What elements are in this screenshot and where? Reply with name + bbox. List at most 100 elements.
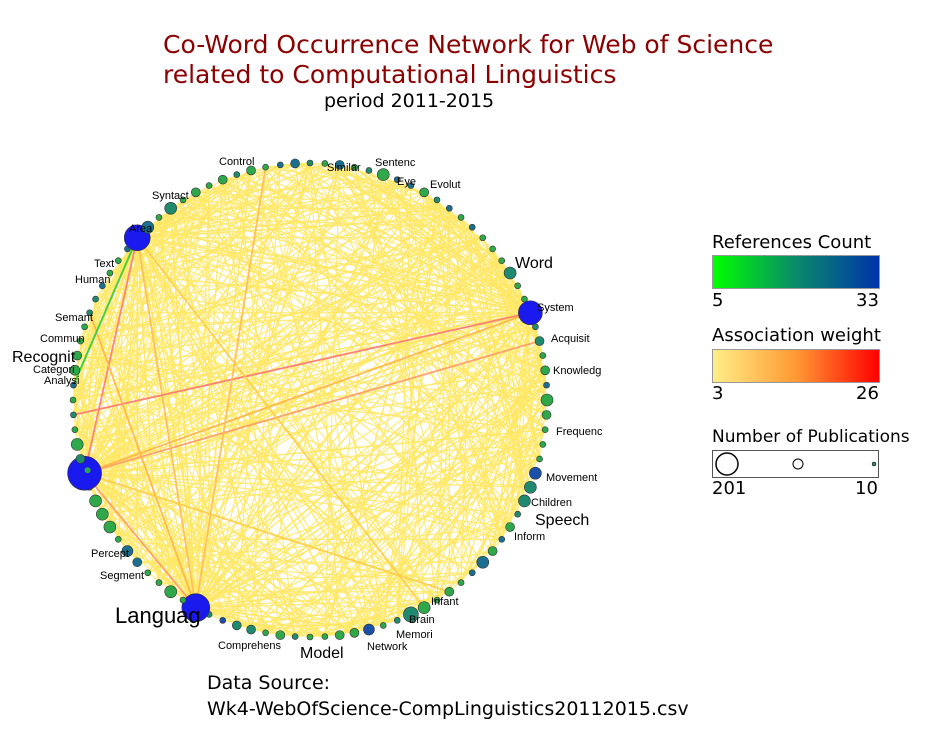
edge — [423, 312, 531, 608]
node — [205, 182, 213, 189]
node — [403, 606, 419, 623]
legend-pubs-small-circle — [871, 461, 877, 467]
legend-assoc-title: Association weight — [712, 325, 881, 346]
edge — [84, 340, 540, 475]
edge — [250, 164, 281, 630]
node — [217, 174, 228, 185]
node — [179, 196, 187, 204]
edge — [339, 164, 540, 342]
node — [505, 522, 515, 532]
node — [498, 257, 506, 264]
edge — [195, 326, 536, 609]
edge — [136, 237, 370, 630]
edge — [137, 191, 425, 239]
edge — [136, 162, 326, 239]
legend-assoc-max: 26 — [856, 383, 879, 404]
edge — [101, 513, 197, 609]
edge — [74, 237, 138, 430]
node-label-network: Network — [367, 641, 408, 653]
edge — [136, 237, 547, 416]
node — [349, 628, 360, 638]
node — [306, 633, 314, 641]
edge — [72, 237, 138, 416]
edge — [509, 312, 532, 528]
edge — [436, 312, 531, 601]
edge — [95, 298, 425, 609]
edge — [222, 298, 525, 621]
edge — [109, 312, 531, 528]
edge — [84, 166, 267, 474]
node — [84, 467, 91, 474]
node — [233, 171, 241, 178]
edge — [84, 384, 547, 474]
node — [487, 546, 498, 556]
edge — [423, 355, 544, 608]
legend-assoc-min: 3 — [712, 383, 724, 404]
edge — [136, 237, 238, 626]
node — [536, 455, 543, 463]
node-label-comprehens: Comprehens — [218, 640, 281, 652]
edge — [74, 429, 502, 540]
node-label-memori: Memori — [396, 629, 433, 641]
node — [376, 168, 390, 181]
edge — [84, 272, 511, 474]
edge — [309, 599, 438, 638]
edge-layer — [72, 162, 548, 638]
node — [70, 381, 77, 389]
node — [321, 633, 329, 640]
edge — [137, 237, 525, 300]
node — [534, 336, 545, 346]
edge — [109, 526, 197, 609]
node — [69, 364, 81, 376]
node-label-commun: Commun — [40, 333, 85, 345]
edge — [423, 191, 531, 314]
node — [468, 569, 476, 577]
edge — [72, 399, 311, 638]
edge — [195, 572, 473, 609]
node — [290, 158, 300, 169]
node — [393, 617, 401, 624]
node-label-area: Area — [129, 223, 153, 235]
node-label-infant: Infant — [431, 596, 459, 608]
chart-subtitle: period 2011-2015 — [324, 90, 495, 112]
edge — [222, 164, 341, 621]
edge — [84, 472, 370, 631]
label-layer: Word System Acquisit Knowledg Frequenc Moveme… — [12, 156, 603, 662]
edge — [84, 472, 238, 626]
edge — [136, 237, 341, 636]
edge — [517, 312, 531, 515]
node — [514, 510, 521, 518]
node-label-languag: Languag — [115, 603, 201, 628]
node — [155, 579, 163, 586]
edge — [109, 272, 531, 314]
edge — [136, 162, 311, 239]
edge — [195, 369, 546, 609]
edge — [101, 285, 197, 608]
legend-pubs-title: Number of Publications — [712, 427, 910, 447]
node — [518, 494, 531, 508]
node — [417, 601, 431, 614]
node — [433, 596, 441, 604]
legend-pubs-medium-circle — [792, 458, 804, 470]
legend-refs-max: 33 — [856, 290, 879, 311]
node-label-brain: Brain — [409, 614, 435, 626]
edge — [76, 237, 138, 356]
edge — [195, 384, 547, 609]
legend-refs-colorbar — [712, 255, 880, 289]
title-line-1: Co-Word Occurrence Network for Web of Sc… — [163, 30, 774, 59]
node-label-word: Word — [515, 255, 553, 272]
node-label-analysi: Analysi — [44, 375, 79, 387]
node — [275, 630, 286, 640]
edge — [84, 162, 311, 474]
node — [103, 520, 117, 534]
node — [518, 300, 543, 326]
node-label-percept: Percept — [91, 548, 129, 560]
edge — [84, 472, 450, 593]
edge — [84, 207, 450, 474]
node — [543, 381, 550, 389]
node — [67, 455, 102, 491]
node — [70, 438, 84, 451]
node-label-movement: Movement — [546, 472, 597, 484]
node — [334, 630, 345, 640]
